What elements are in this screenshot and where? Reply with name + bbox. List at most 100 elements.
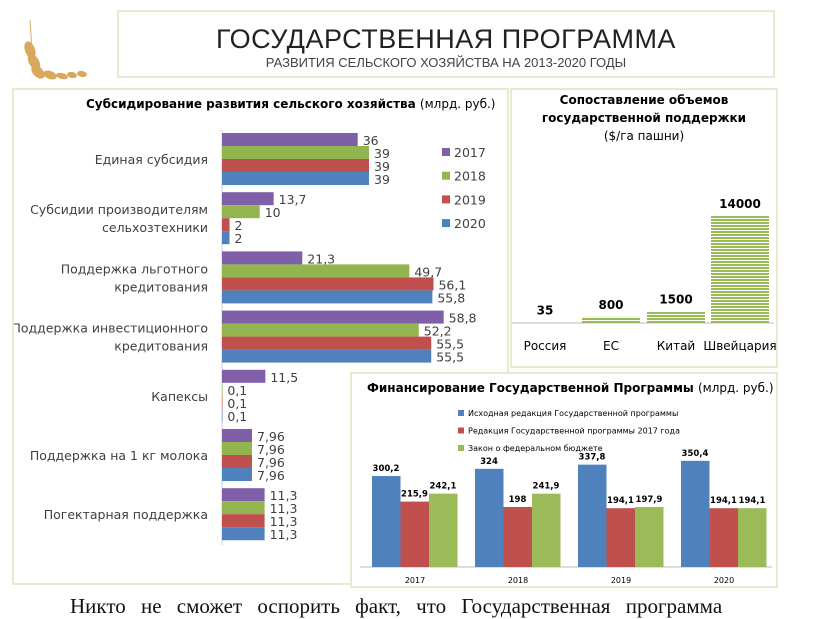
page-subtitle: РАЗВИТИЯ СЕЛЬСКОГО ХОЗЯЙСТВА НА 2013-202… <box>265 55 627 70</box>
bar-2017 <box>222 251 303 265</box>
bar <box>711 216 769 323</box>
bar <box>400 501 429 567</box>
bar-2019 <box>222 218 230 232</box>
bar <box>738 508 767 567</box>
data-label: 55,8 <box>437 290 465 305</box>
legend-label: 2017 <box>454 145 486 160</box>
data-label: 242,1 <box>430 482 457 492</box>
bar <box>635 507 664 567</box>
data-label: 0,1 <box>227 409 247 424</box>
data-label: 194,1 <box>607 496 634 506</box>
category-label: Китай <box>657 339 695 353</box>
data-label: 7,96 <box>257 442 285 457</box>
legend-swatch-2017 <box>442 148 450 156</box>
category-label: 2018 <box>508 576 528 585</box>
category-label: сельхозтехники <box>102 220 208 235</box>
chart-title: государственной поддержки <box>542 111 746 125</box>
data-label: 55,5 <box>436 350 464 365</box>
data-label: 194,1 <box>739 496 766 506</box>
financing-chart-panel: Финансирование Государственной Программы… <box>350 372 778 588</box>
bar-2017 <box>222 133 358 146</box>
legend-swatch <box>458 410 464 416</box>
data-label: 800 <box>598 298 623 312</box>
chart-title: Субсидирование развития сельского хозяйс… <box>86 97 495 111</box>
bar <box>372 476 401 567</box>
bar-2018 <box>222 205 260 219</box>
data-label: 56,1 <box>438 277 466 292</box>
legend-label: 2019 <box>454 192 486 207</box>
data-label: 7,96 <box>257 455 285 470</box>
category-label: ЕС <box>603 339 619 353</box>
data-label: 11,5 <box>270 370 298 385</box>
data-label: 0,1 <box>227 383 247 398</box>
category-label: Поддержка на 1 кг молока <box>30 448 208 463</box>
bar-2017 <box>222 192 274 206</box>
bar-2020 <box>222 231 230 245</box>
data-label: 55,5 <box>436 337 464 352</box>
legend-label: Редакция Государственной программы 2017 … <box>468 427 680 436</box>
data-label: 39 <box>374 159 390 174</box>
bar <box>606 508 635 567</box>
data-label: 0,1 <box>227 396 247 411</box>
bar-2018 <box>222 323 419 337</box>
data-label: 11,3 <box>270 527 298 542</box>
bar <box>429 493 458 567</box>
data-label: 11,3 <box>270 514 298 529</box>
data-label: 11,3 <box>270 488 298 503</box>
data-label: 198 <box>509 495 527 505</box>
data-label: 194,1 <box>710 496 737 506</box>
title-banner: ГОСУДАРСТВЕННАЯ ПРОГРАММА РАЗВИТИЯ СЕЛЬС… <box>117 10 775 78</box>
data-label: 58,8 <box>449 311 477 326</box>
data-label: 1500 <box>659 293 692 307</box>
bar-2017 <box>222 429 253 442</box>
data-label: 2 <box>235 218 243 233</box>
bar-2017 <box>222 310 444 324</box>
chart-title-unit: (млрд. руб.) <box>698 381 774 395</box>
category-label: Капексы <box>151 389 208 404</box>
category-label: Россия <box>524 339 567 353</box>
category-label: Погектарная поддержка <box>44 507 208 522</box>
data-label: 52,2 <box>424 324 452 339</box>
legend-label: 2018 <box>454 169 486 184</box>
bar <box>709 508 738 567</box>
bar-2018 <box>222 264 410 278</box>
legend-label: Закон о федеральном бюджете <box>468 444 603 453</box>
bar-2018 <box>222 146 370 159</box>
support-comparison-chart: Сопоставление объемов государственной под… <box>512 93 777 353</box>
bar-2019 <box>222 277 434 291</box>
data-label: 49,7 <box>414 264 442 279</box>
category-label: Поддержка льготного <box>61 261 208 276</box>
bar <box>681 460 710 567</box>
page-title: ГОСУДАРСТВЕННАЯ ПРОГРАММА <box>216 24 676 54</box>
bar <box>582 316 640 323</box>
bar-2020 <box>222 172 370 185</box>
financing-chart: Финансирование Государственной Программы… <box>360 381 774 585</box>
data-label: 215,9 <box>401 490 428 500</box>
bar-2020 <box>222 468 253 481</box>
data-label: 14000 <box>719 197 761 211</box>
bar-2019 <box>222 455 253 468</box>
data-label: 13,7 <box>279 192 307 207</box>
category-label: кредитования <box>114 339 208 354</box>
category-label: 2017 <box>405 576 425 585</box>
bar-2019 <box>222 514 265 528</box>
legend-swatch <box>458 427 464 434</box>
data-label: 350,4 <box>682 449 709 459</box>
category-label: Субсидии производителям <box>30 202 208 217</box>
bar-2018 <box>222 442 253 455</box>
data-label: 11,3 <box>270 501 298 516</box>
bar-2019 <box>222 336 432 350</box>
category-label: Поддержка инвестиционного <box>14 321 208 336</box>
data-label: 241,9 <box>533 482 560 492</box>
data-label: 36 <box>363 133 379 148</box>
data-label: 324 <box>480 457 498 467</box>
data-label: 21,3 <box>307 251 335 266</box>
chart-title: Финансирование Государственной Программы… <box>367 381 774 395</box>
data-label: 7,96 <box>257 468 285 483</box>
bar-2020 <box>222 408 223 422</box>
bar-2017 <box>222 488 265 502</box>
data-label: 300,2 <box>373 464 400 474</box>
bar-2018 <box>222 501 265 515</box>
bar <box>532 493 561 567</box>
data-label: 7,96 <box>257 429 285 444</box>
